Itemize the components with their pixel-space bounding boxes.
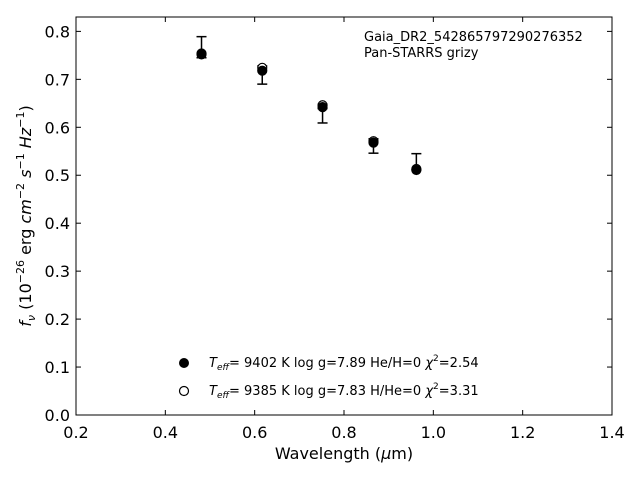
model-point-filled — [368, 137, 379, 148]
model-point-filled — [257, 65, 268, 76]
y-tick-label: 0.1 — [45, 358, 70, 377]
model-point-filled — [196, 49, 207, 60]
legend: Teff= 9402 K log g=7.89 He/H=0 χ2=2.54 T… — [178, 354, 479, 401]
x-axis-label: Wavelength (μm) — [275, 444, 413, 463]
legend-marker-filled — [179, 358, 189, 368]
y-axis-label: fν (10−26 erg cm−2 s−1 Hz−1) — [14, 105, 38, 326]
x-tick-label: 0.8 — [331, 423, 356, 442]
y-tick-label: 0.5 — [45, 166, 70, 185]
y-tick-label: 0.6 — [45, 118, 70, 137]
y-tick-label: 0.7 — [45, 70, 70, 89]
y-tick-label: 0.2 — [45, 310, 70, 329]
model-point-filled — [317, 102, 328, 113]
ticks: 0.2 0.4 0.6 0.8 1.0 1.2 1.4 0.0 0.1 0.2 0.3 0.4 0.5 0… — [45, 17, 625, 442]
data-points — [196, 48, 422, 176]
annotation-line-1: Gaia_DR2_542865797290276352 — [364, 30, 583, 45]
x-tick-label: 0.2 — [63, 423, 88, 442]
y-tick-label: 0.3 — [45, 262, 70, 281]
x-tick-label: 1.4 — [599, 423, 624, 442]
legend-entry-1: Teff= 9402 K log g=7.89 He/H=0 χ2=2.54 — [209, 354, 479, 373]
y-tick-label: 0.0 — [45, 406, 70, 425]
x-tick-label: 1.0 — [421, 423, 446, 442]
annotation-line-2: Pan-STARRS grizy — [364, 46, 479, 61]
y-tick-label: 0.4 — [45, 214, 70, 233]
y-tick-label: 0.8 — [45, 22, 70, 41]
legend-marker-open — [178, 385, 190, 397]
x-tick-label: 0.6 — [242, 423, 267, 442]
x-tick-label: 0.4 — [153, 423, 178, 442]
model-point-filled — [411, 164, 422, 176]
legend-entry-2: Teff= 9385 K log g=7.83 H/He=0 χ2=3.31 — [209, 382, 479, 401]
x-tick-label: 1.2 — [510, 423, 535, 442]
